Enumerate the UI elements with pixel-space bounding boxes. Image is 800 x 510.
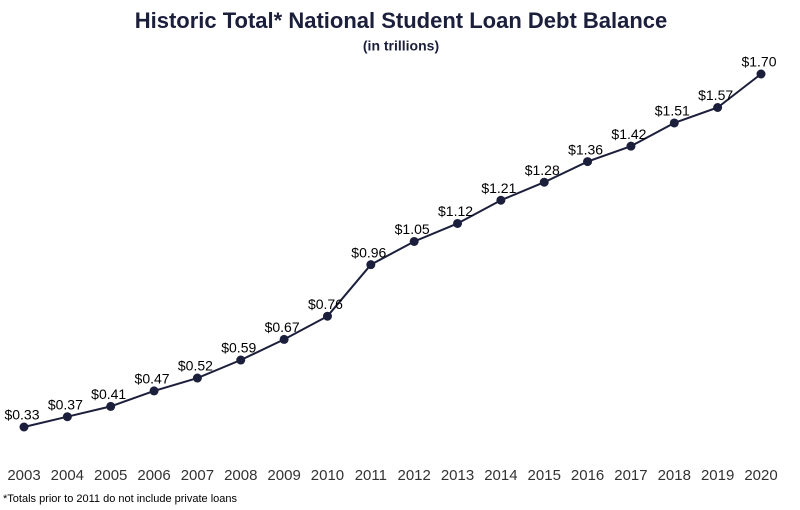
x-tick-label: 2008 bbox=[224, 467, 257, 484]
x-tick-label: 2012 bbox=[397, 467, 430, 484]
x-tick-label: 2015 bbox=[528, 467, 561, 484]
point bbox=[583, 157, 593, 167]
x-tick-label: 2005 bbox=[94, 467, 127, 484]
point bbox=[539, 177, 549, 187]
point bbox=[496, 195, 506, 205]
x-tick-label: 2019 bbox=[701, 467, 734, 484]
point bbox=[453, 218, 463, 228]
point bbox=[626, 141, 636, 151]
point bbox=[756, 69, 766, 79]
x-tick-label: 2018 bbox=[658, 467, 691, 484]
x-tick-label: 2009 bbox=[267, 467, 300, 484]
point bbox=[366, 260, 376, 270]
value-label: $0.33 bbox=[4, 407, 39, 423]
value-label: $0.76 bbox=[308, 296, 343, 312]
value-label: $1.70 bbox=[741, 54, 776, 70]
x-tick-label: 2020 bbox=[744, 467, 777, 484]
x-tick-label: 2004 bbox=[51, 467, 84, 484]
value-label: $1.42 bbox=[611, 126, 646, 142]
value-label: $0.47 bbox=[135, 371, 170, 387]
chart-title: Historic Total* National Student Loan De… bbox=[135, 8, 668, 33]
value-label: $0.41 bbox=[91, 386, 126, 402]
value-label: $0.67 bbox=[265, 319, 300, 335]
value-label: $1.51 bbox=[655, 103, 690, 119]
point bbox=[149, 386, 159, 396]
value-label: $1.21 bbox=[481, 180, 516, 196]
footnote: *Totals prior to 2011 do not include pri… bbox=[3, 493, 237, 505]
x-tick-label: 2016 bbox=[571, 467, 604, 484]
line bbox=[23, 73, 762, 428]
value-label: $0.59 bbox=[221, 340, 256, 356]
point bbox=[192, 373, 202, 383]
point bbox=[322, 311, 332, 321]
value-label: $1.36 bbox=[568, 141, 603, 157]
x-tick-label: 2010 bbox=[311, 467, 344, 484]
point bbox=[19, 422, 29, 432]
value-label: $1.12 bbox=[438, 203, 473, 219]
chart-subtitle: (in trillions) bbox=[363, 38, 439, 54]
point bbox=[62, 412, 72, 422]
x-tick-label: 2017 bbox=[614, 467, 647, 484]
point bbox=[236, 355, 246, 365]
point bbox=[279, 334, 289, 344]
point bbox=[106, 401, 116, 411]
point bbox=[409, 236, 419, 246]
x-tick-label: 2007 bbox=[181, 467, 214, 484]
x-tick-label: 2014 bbox=[484, 467, 517, 484]
x-tick-label: 2011 bbox=[355, 467, 387, 484]
value-label: $1.57 bbox=[698, 87, 733, 103]
point bbox=[669, 118, 679, 128]
value-label: $0.37 bbox=[48, 396, 83, 412]
value-label: $0.52 bbox=[178, 358, 213, 374]
x-tick-label: 2013 bbox=[441, 467, 474, 484]
x-tick-label: 2006 bbox=[137, 467, 170, 484]
value-label: $0.96 bbox=[351, 244, 386, 260]
value-label: $1.05 bbox=[395, 221, 430, 237]
x-tick-label: 2003 bbox=[7, 467, 40, 484]
value-label: $1.28 bbox=[525, 162, 560, 178]
point bbox=[713, 102, 723, 112]
